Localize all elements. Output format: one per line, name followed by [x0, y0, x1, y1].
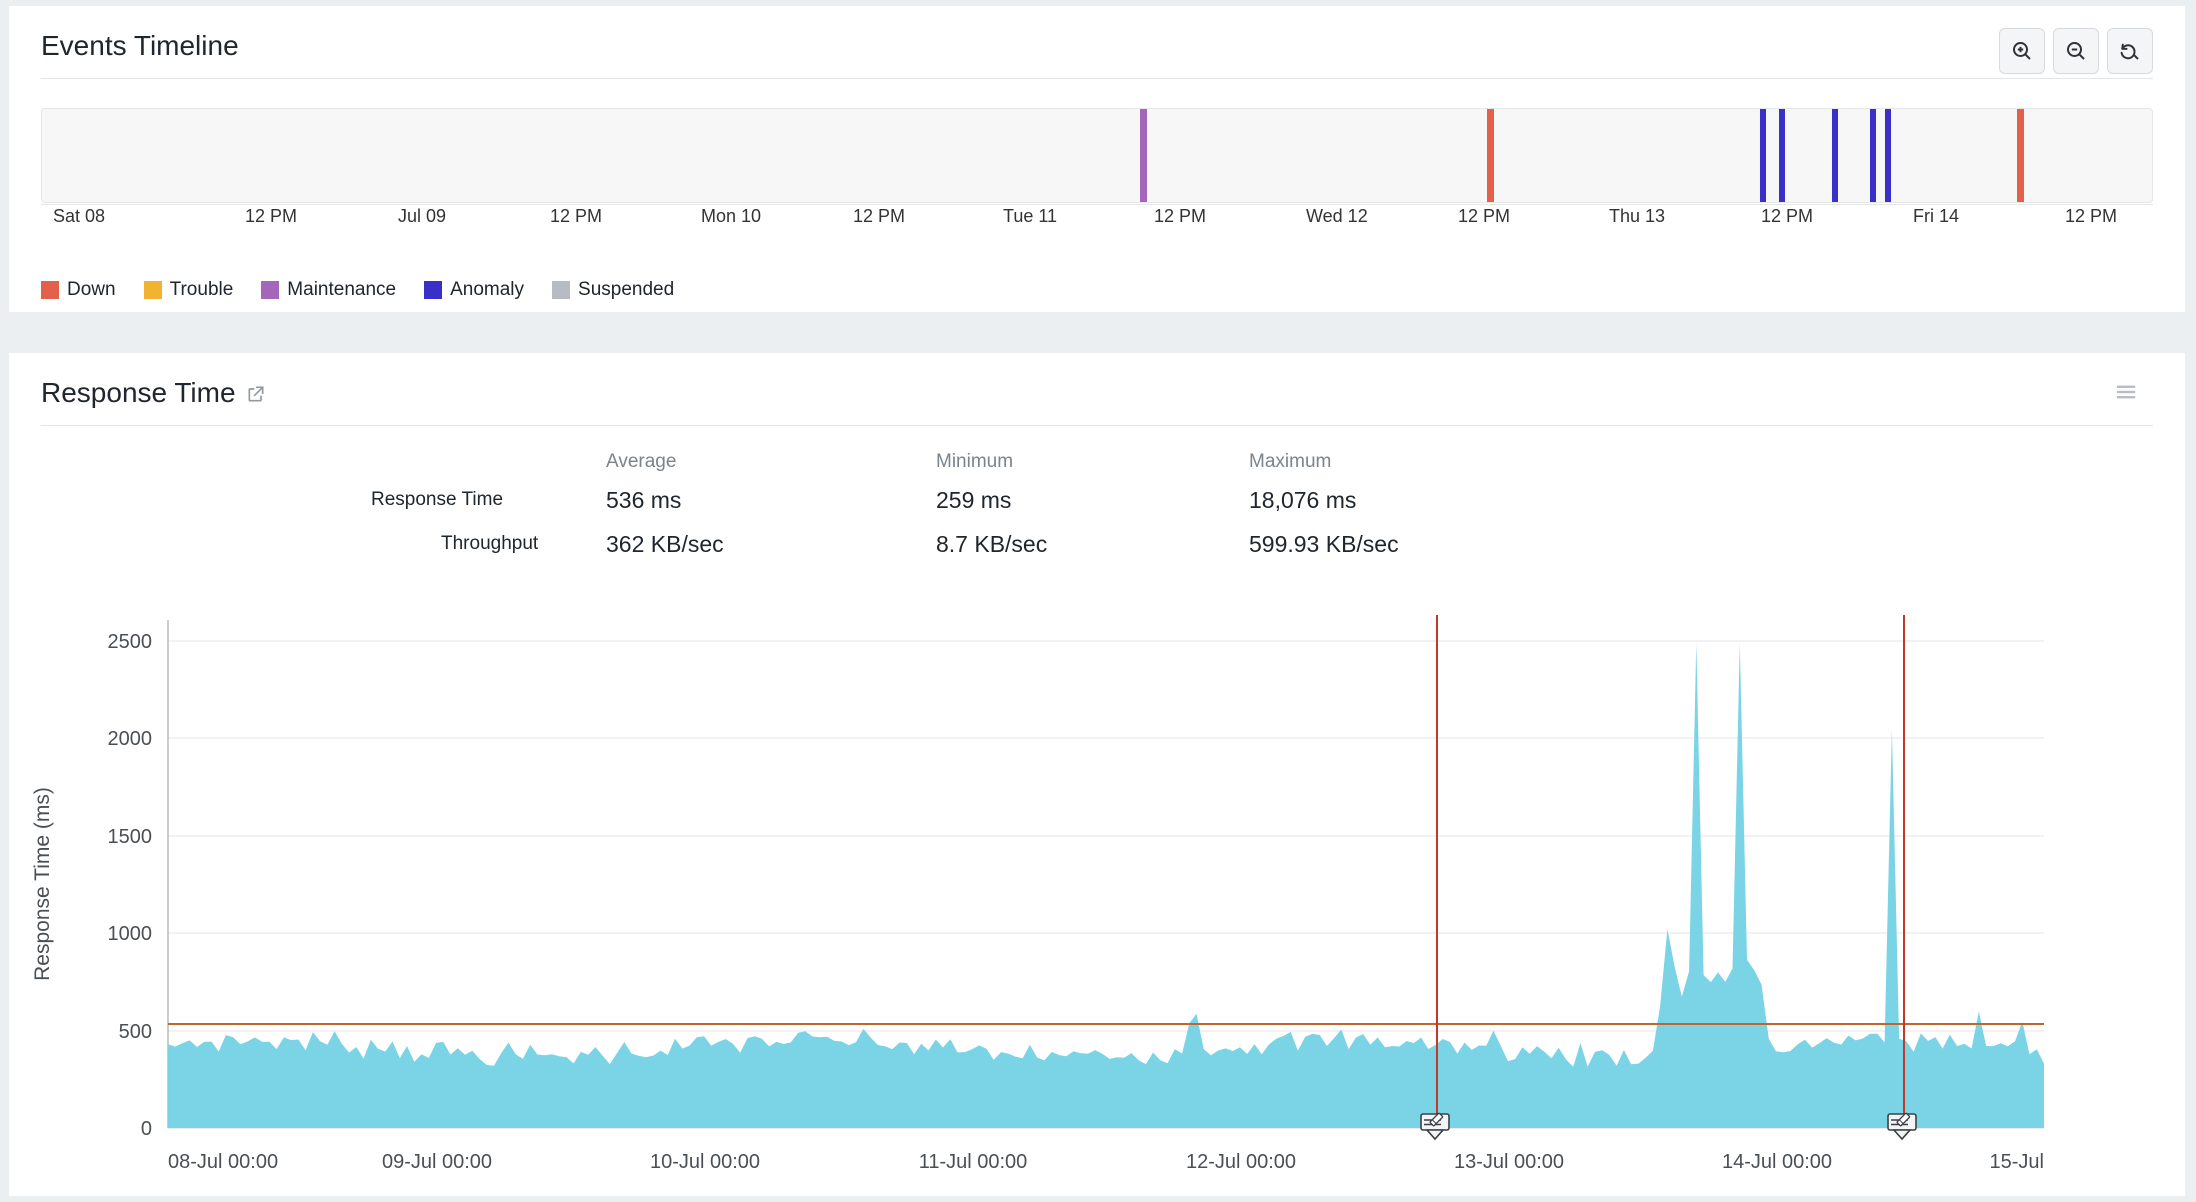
svg-text:Response Time (ms): Response Time (ms) [31, 787, 54, 981]
svg-text:13-Jul 00:00: 13-Jul 00:00 [1454, 1151, 1564, 1173]
svg-text:2500: 2500 [108, 631, 153, 653]
svg-text:1000: 1000 [108, 923, 153, 945]
svg-text:0: 0 [141, 1118, 152, 1140]
svg-text:08-Jul 00:00: 08-Jul 00:00 [168, 1151, 278, 1173]
svg-text:11-Jul 00:00: 11-Jul 00:00 [919, 1151, 1028, 1173]
svg-text:1500: 1500 [108, 826, 153, 848]
svg-text:2000: 2000 [108, 728, 153, 750]
svg-text:10-Jul 00:00: 10-Jul 00:00 [650, 1151, 760, 1173]
svg-text:500: 500 [119, 1021, 152, 1043]
svg-text:15-Jul: 15-Jul [1990, 1151, 2044, 1173]
svg-text:09-Jul 00:00: 09-Jul 00:00 [382, 1151, 492, 1173]
svg-text:14-Jul 00:00: 14-Jul 00:00 [1722, 1151, 1832, 1173]
svg-text:12-Jul 00:00: 12-Jul 00:00 [1186, 1151, 1296, 1173]
